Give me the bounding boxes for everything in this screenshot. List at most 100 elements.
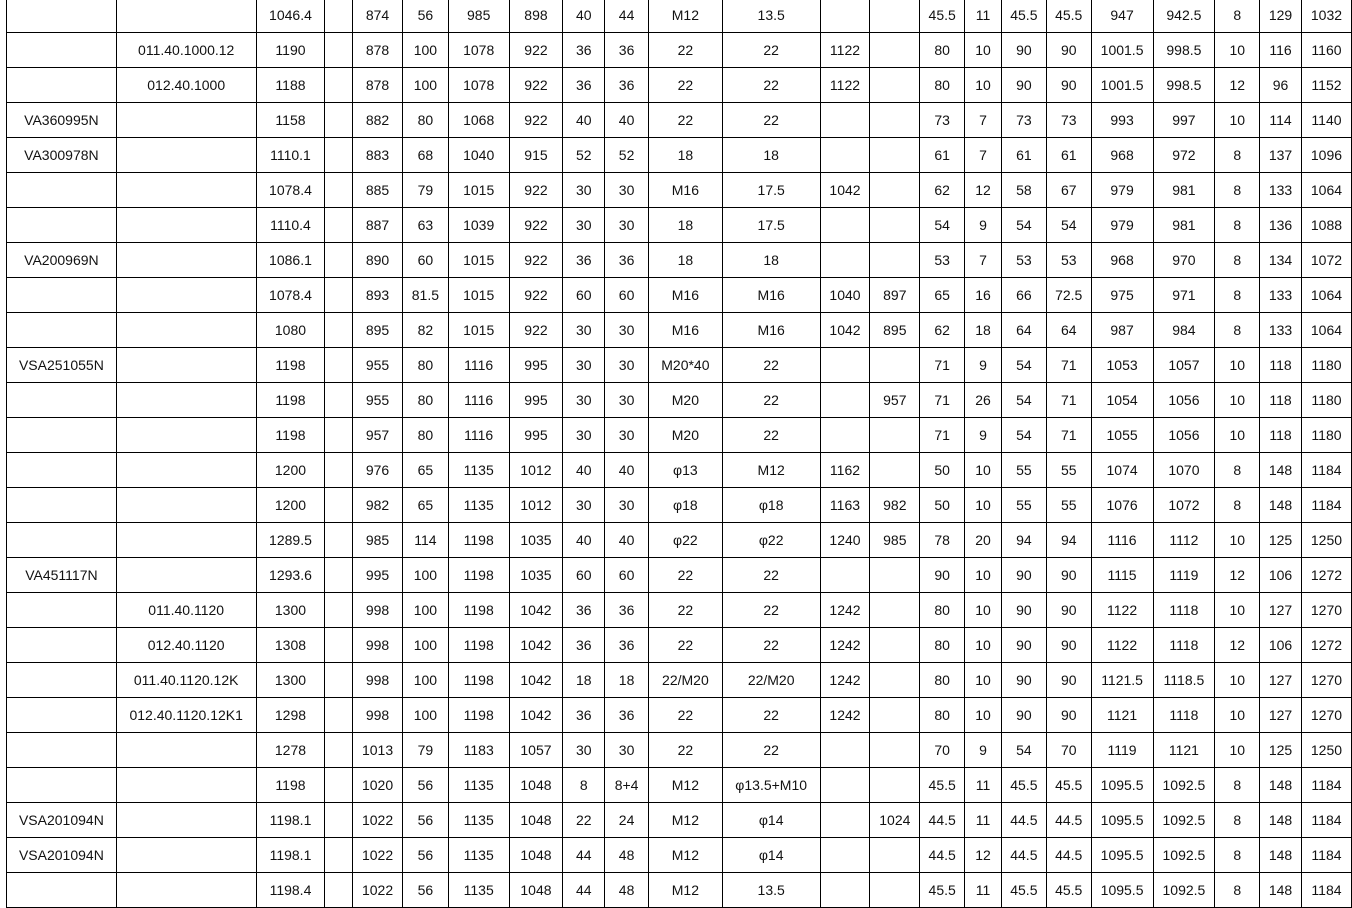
code-cell [115,767,257,803]
value-cell: 1242 [819,592,871,628]
value-cell [869,207,921,243]
value-cell: 995 [508,417,564,453]
value-cell: 56 [401,767,449,803]
value-cell [324,172,354,208]
value-cell: 60 [562,277,606,313]
value-cell: 1135 [447,837,510,873]
value-cell: 955 [352,347,403,383]
value-cell: 1198 [255,417,326,453]
value-cell: 53 [919,242,966,278]
value-cell: 1121 [1152,732,1216,768]
value-cell: 71 [1045,347,1092,383]
value-cell: 957 [352,417,403,453]
value-cell: 1200 [255,487,326,523]
value-cell: 893 [352,277,403,313]
value-cell: 874 [352,0,403,33]
value-cell: 1198 [447,627,510,663]
value-cell [324,32,354,68]
value-cell [324,347,354,383]
value-cell: 8 [1214,0,1261,33]
value-cell: 22 [721,732,821,768]
value-cell [324,697,354,733]
value-cell: 148 [1259,767,1302,803]
value-cell: 127 [1259,592,1302,628]
value-cell [869,627,921,663]
value-cell [324,102,354,138]
value-cell [869,417,921,453]
value-cell: 80 [401,102,449,138]
value-cell: 1080 [255,312,326,348]
value-cell: 40 [604,102,649,138]
value-cell: 1184 [1300,837,1352,873]
value-cell: 125 [1259,732,1302,768]
value-cell: 54 [1000,347,1047,383]
value-cell: 1095.5 [1090,837,1154,873]
value-cell: 80 [919,67,966,103]
value-cell: 9 [964,732,1002,768]
value-cell: 10 [1214,522,1261,558]
value-cell: 56 [401,802,449,838]
value-cell [869,872,921,908]
value-cell: 30 [562,347,606,383]
value-cell: 30 [562,417,606,453]
model-cell: VSA201094N [6,802,117,838]
value-cell: 30 [562,172,606,208]
code-cell: 011.40.1120 [115,592,257,628]
value-cell: 8 [1214,207,1261,243]
value-cell: 8 [1214,242,1261,278]
value-cell: 12 [1214,627,1261,663]
model-cell [6,452,117,488]
value-cell: 1056 [1152,382,1216,418]
value-cell: M12 [721,452,821,488]
table-row: 1110.4 887 63 1039 922 30 30 18 17.5 54 9 54 54 979 98… [6,207,1352,243]
code-cell [115,417,257,453]
table-row: 1200 982 65 1135 1012 30 30 φ18 φ18 1163 982 50 10 55… [6,487,1352,523]
value-cell: 1160 [1300,32,1352,68]
code-cell [115,732,257,768]
value-cell: 1300 [255,592,326,628]
value-cell: 22 [647,102,723,138]
value-cell: 62 [919,172,966,208]
value-cell: 11 [964,0,1002,33]
value-cell: 100 [401,32,449,68]
value-cell: 36 [562,627,606,663]
table-row: 012.40.1120.12K1 1298 998 100 1198 1042 36 36 22… [6,697,1352,733]
value-cell: 10 [1214,102,1261,138]
value-cell: 10 [964,487,1002,523]
value-cell: 1042 [819,172,871,208]
value-cell: 1298 [255,697,326,733]
value-cell: 72.5 [1045,277,1092,313]
value-cell: M16 [647,172,723,208]
value-cell: 995 [508,347,564,383]
value-cell: 148 [1259,802,1302,838]
value-cell: 94 [1000,522,1047,558]
value-cell: 1078 [447,32,510,68]
value-cell: 80 [401,382,449,418]
value-cell: 22 [721,347,821,383]
model-cell: VA360995N [6,102,117,138]
value-cell: 40 [562,452,606,488]
value-cell: 995 [508,382,564,418]
value-cell: 30 [604,382,649,418]
code-cell: 012.40.1120 [115,627,257,663]
value-cell: 10 [1214,697,1261,733]
value-cell: 1040 [447,137,510,173]
value-cell: 65 [401,487,449,523]
value-cell: 1095.5 [1090,872,1154,908]
model-cell [6,277,117,313]
model-cell [6,32,117,68]
value-cell: 71 [1045,417,1092,453]
value-cell: 1198.4 [255,872,326,908]
value-cell: 44.5 [919,837,966,873]
model-cell [6,0,117,33]
code-cell [115,207,257,243]
value-cell: 133 [1259,172,1302,208]
value-cell: 30 [604,207,649,243]
code-cell [115,522,257,558]
value-cell: 1092.5 [1152,802,1216,838]
value-cell: 998 [352,697,403,733]
value-cell: 1035 [508,522,564,558]
value-cell: 1135 [447,767,510,803]
value-cell [324,592,354,628]
value-cell: 1015 [447,277,510,313]
